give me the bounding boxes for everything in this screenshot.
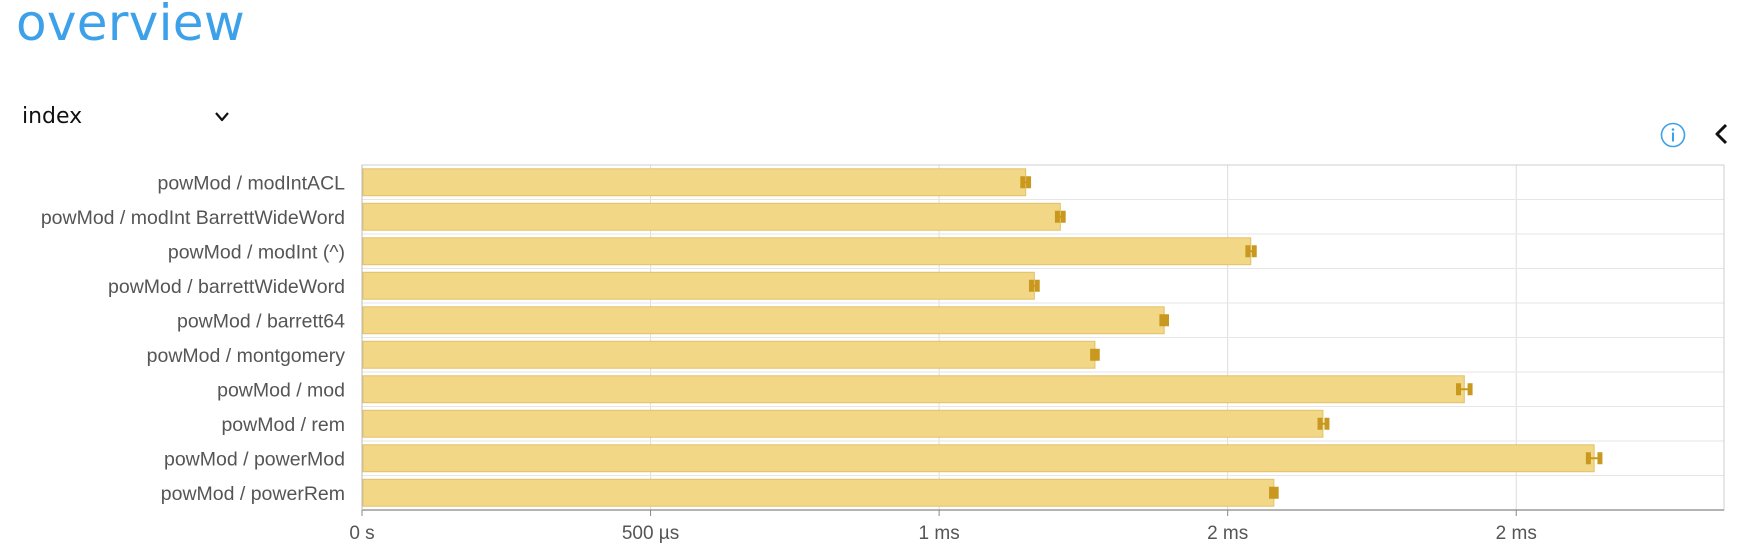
bar <box>362 202 1061 231</box>
category-label: powMod / powerMod <box>164 448 345 470</box>
category-label: powMod / modInt (^) <box>168 241 345 263</box>
bar <box>362 237 1252 266</box>
x-tick-label: 0 s <box>349 523 374 544</box>
bar <box>362 409 1324 438</box>
bar <box>362 168 1027 197</box>
bar <box>362 271 1035 300</box>
x-tick-label: 1 ms <box>919 523 960 544</box>
sort-dropdown[interactable]: index <box>22 104 232 132</box>
category-label: powMod / mod <box>217 379 345 401</box>
category-label: powMod / rem <box>221 414 345 436</box>
chevron-down-icon <box>215 112 229 122</box>
category-label: powMod / modIntACL <box>157 172 345 194</box>
category-label: powMod / barrettWideWord <box>108 276 345 298</box>
category-label: powMod / montgomery <box>147 345 346 367</box>
x-tick-label: 500 µs <box>622 523 679 544</box>
x-tick-label: 2 ms <box>1207 523 1248 544</box>
x-tick-label: 2 ms <box>1496 523 1537 544</box>
category-label: powMod / barrett64 <box>177 310 345 332</box>
sort-dropdown-value: index <box>22 104 83 129</box>
bar <box>362 444 1595 473</box>
bar <box>362 375 1465 404</box>
info-icon[interactable] <box>1660 122 1686 148</box>
bar <box>362 306 1165 335</box>
bar <box>362 478 1275 507</box>
category-label: powMod / modInt BarrettWideWord <box>41 207 345 229</box>
page-title: overview <box>16 0 246 52</box>
bar <box>362 340 1096 369</box>
category-label: powMod / powerRem <box>161 483 345 505</box>
error-marker-low <box>1020 176 1026 189</box>
chevron-left-icon[interactable] <box>1712 122 1732 146</box>
